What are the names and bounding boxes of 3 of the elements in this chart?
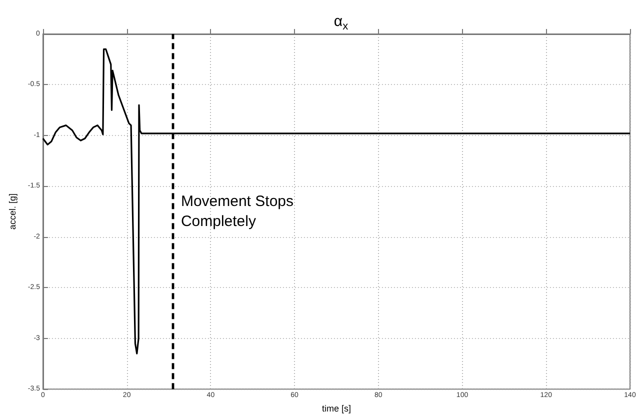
annotation: Movement Stops Completely bbox=[180, 193, 294, 230]
y-axis-title: accel. [g] bbox=[8, 194, 18, 230]
x-axis-title: time [s] bbox=[322, 404, 351, 414]
